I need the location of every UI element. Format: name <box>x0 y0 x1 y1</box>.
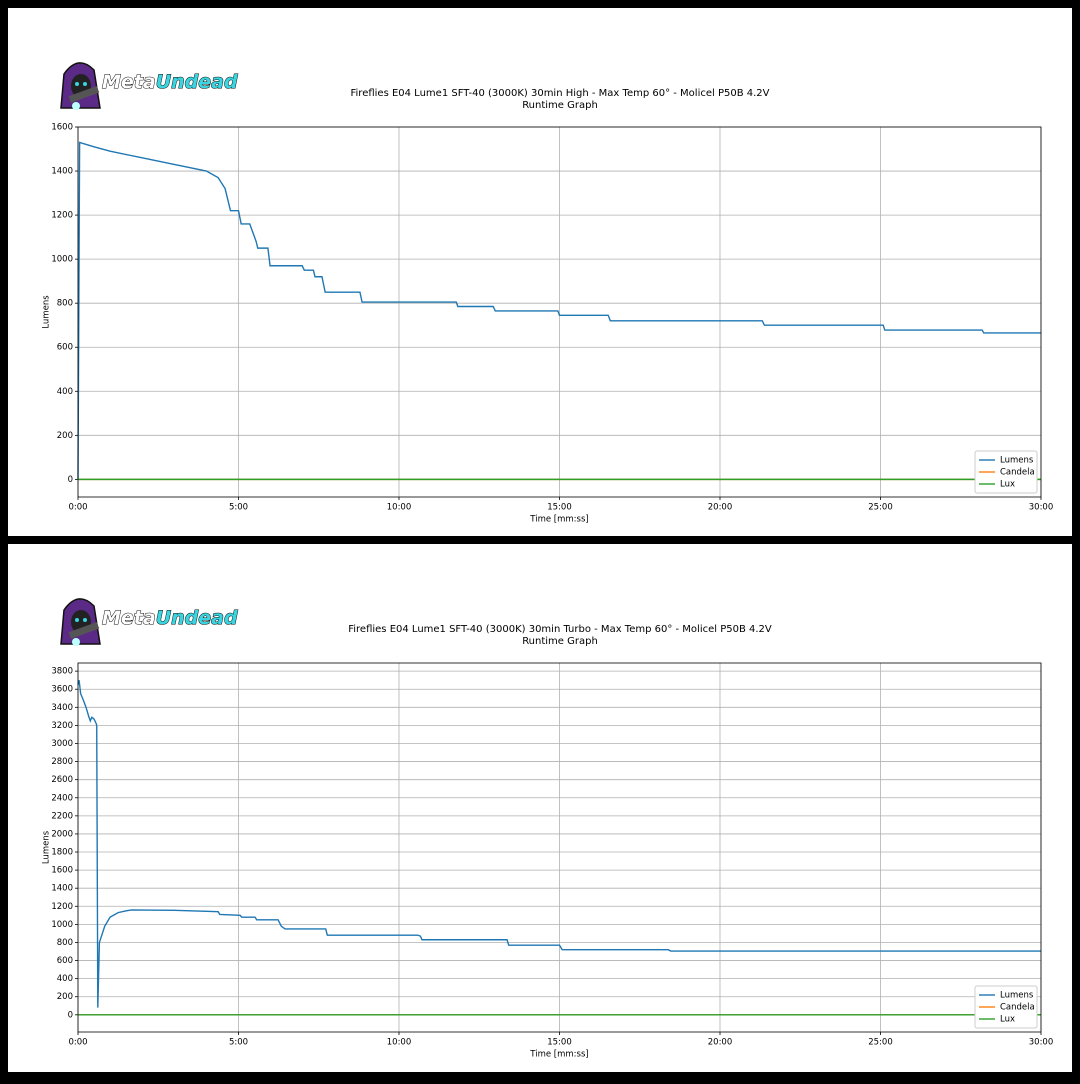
logo-glow <box>72 102 80 110</box>
y-tick-label: 1600 <box>51 866 73 876</box>
y-axis-label: Lumens <box>42 295 52 329</box>
y-tick-label: 3600 <box>51 685 73 695</box>
y-tick-label: 3000 <box>51 739 73 749</box>
x-tick-label: 0:00 <box>68 503 87 513</box>
y-tick-label: 400 <box>57 387 73 397</box>
x-tick-label: 0:00 <box>68 1038 87 1048</box>
x-tick-label: 25:00 <box>868 503 893 513</box>
chart-subtitle: Runtime Graph <box>522 100 598 111</box>
logo-text-second: Undead <box>156 71 238 93</box>
x-tick-label: 5:00 <box>229 503 248 513</box>
chart-subtitle: Runtime Graph <box>522 636 598 647</box>
logo-text-first: Meta <box>102 71 156 93</box>
legend-label: Lux <box>1000 1015 1015 1025</box>
legend-label: Lux <box>1000 480 1015 490</box>
x-tick-label: 10:00 <box>387 503 412 513</box>
y-tick-label: 2800 <box>51 757 73 767</box>
y-tick-label: 3800 <box>51 667 73 677</box>
plot-frame <box>77 662 1042 1033</box>
x-axis-label: Time [mm:ss] <box>529 1050 588 1060</box>
chart-title: Fireflies E04 Lume1 SFT-40 (3000K) 30min… <box>348 624 772 635</box>
logo-eye <box>83 82 87 86</box>
legend-box <box>974 985 1038 1029</box>
y-tick-label: 2400 <box>51 793 73 803</box>
x-tick-label: 10:00 <box>387 1038 412 1048</box>
logo-text: MetaUndead <box>102 71 238 93</box>
y-tick-label: 0 <box>68 1010 73 1020</box>
logo: MetaUndead <box>60 598 238 646</box>
logo-text-first: Meta <box>102 607 156 629</box>
x-tick-label: 30:00 <box>1029 503 1054 513</box>
y-tick-label: 200 <box>57 431 73 441</box>
y-tick-label: 1000 <box>51 255 73 265</box>
legend-label: Lumens <box>1000 456 1034 466</box>
logo-torch <box>68 621 100 639</box>
logo-text-second: Undead <box>156 607 238 629</box>
legend-box <box>974 450 1038 494</box>
y-tick-label: 800 <box>57 299 73 309</box>
x-axis-label: Time [mm:ss] <box>529 515 588 525</box>
y-tick-label: 2200 <box>51 811 73 821</box>
y-tick-label: 800 <box>57 938 73 948</box>
y-tick-label: 3200 <box>51 721 73 731</box>
y-tick-label: 1800 <box>51 848 73 858</box>
series-line <box>77 141 1041 480</box>
y-tick-label: 1600 <box>51 123 73 133</box>
y-tick-label: 600 <box>57 343 73 353</box>
y-tick-label: 1200 <box>51 211 73 221</box>
y-tick-label: 2600 <box>51 775 73 785</box>
y-tick-label: 1200 <box>51 902 73 912</box>
y-tick-label: 3400 <box>51 703 73 713</box>
logo: MetaUndead <box>60 62 238 110</box>
logo-text: MetaUndead <box>102 607 238 629</box>
y-tick-label: 200 <box>57 992 73 1002</box>
y-tick-label: 1000 <box>51 920 73 930</box>
legend-label: Lumens <box>1000 991 1034 1001</box>
x-tick-label: 30:00 <box>1029 1038 1054 1048</box>
plot-frame <box>77 126 1042 498</box>
y-tick-label: 1400 <box>51 884 73 894</box>
x-tick-label: 15:00 <box>547 503 572 513</box>
y-tick-label: 400 <box>57 974 73 984</box>
y-tick-label: 2000 <box>51 829 73 839</box>
chart-title: Fireflies E04 Lume1 SFT-40 (3000K) 30min… <box>351 88 770 99</box>
series-line <box>77 680 1041 1008</box>
x-tick-label: 25:00 <box>868 1038 893 1048</box>
y-axis-label: Lumens <box>42 830 52 864</box>
x-tick-label: 20:00 <box>708 1038 733 1048</box>
legend-label: Candela <box>1000 1003 1035 1013</box>
x-tick-label: 20:00 <box>708 503 733 513</box>
y-tick-label: 1400 <box>51 167 73 177</box>
x-tick-label: 15:00 <box>547 1038 572 1048</box>
legend-label: Candela <box>1000 468 1035 478</box>
y-tick-label: 0 <box>68 475 73 485</box>
logo-eye <box>75 82 79 86</box>
logo-eye <box>83 618 87 622</box>
y-tick-label: 600 <box>57 956 73 966</box>
logo-eye <box>75 618 79 622</box>
logo-glow <box>72 638 80 646</box>
x-tick-label: 5:00 <box>229 1038 248 1048</box>
logo-torch <box>68 85 100 103</box>
